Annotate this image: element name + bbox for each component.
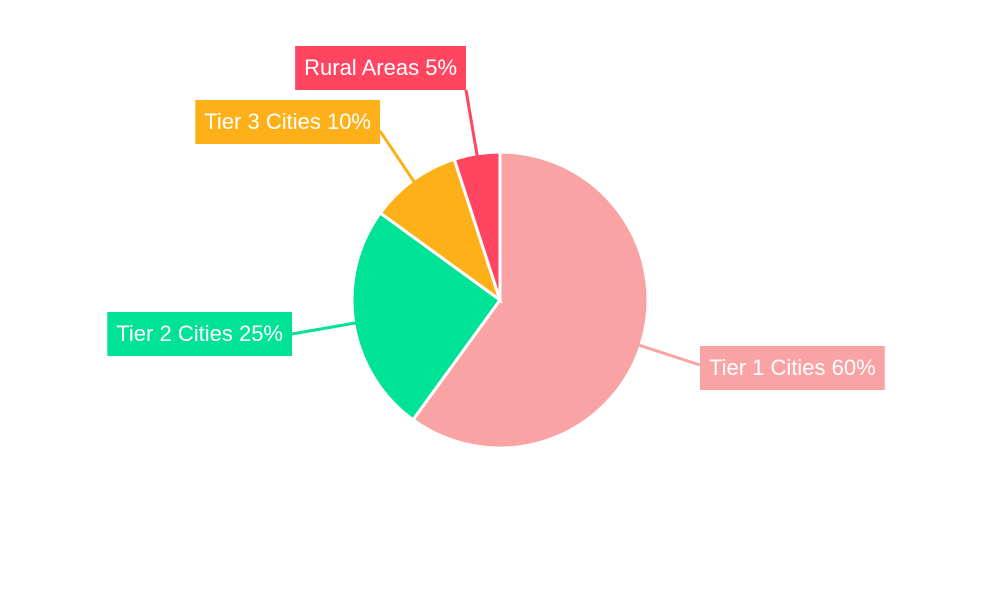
category-name: Rural Areas	[304, 55, 419, 80]
data-label: Rural Areas 5%	[295, 46, 466, 90]
label-box	[700, 346, 885, 390]
data-label: Tier 1 Cities 60%	[700, 346, 885, 390]
category-name: Tier 1 Cities	[709, 355, 826, 380]
leader-line	[638, 343, 701, 367]
category-name: Tier 3 Cities	[204, 109, 321, 134]
data-label: Tier 2 Cities 25%	[107, 312, 292, 356]
label-box	[295, 46, 466, 90]
label-text: Tier 3 Cities 10%	[204, 109, 371, 134]
value-label: 25%	[239, 321, 283, 346]
label-box	[195, 100, 380, 144]
category-name: Tier 2 Cities	[116, 321, 233, 346]
value-label: 60%	[832, 355, 876, 380]
value-label: 5%	[425, 55, 457, 80]
leader-line	[378, 130, 416, 183]
value-label: 10%	[327, 109, 371, 134]
leader-line	[291, 321, 357, 336]
labels: Tier 1 Cities 60% Tier 2 Cities 25% Tier 3…	[107, 46, 885, 390]
leader-line	[464, 89, 479, 157]
label-text: Rural Areas 5%	[304, 55, 457, 80]
slices	[350, 150, 650, 450]
label-box	[107, 312, 292, 356]
data-label: Tier 3 Cities 10%	[195, 100, 380, 144]
label-text: Tier 2 Cities 25%	[116, 321, 283, 346]
label-text: Tier 1 Cities 60%	[709, 355, 876, 380]
